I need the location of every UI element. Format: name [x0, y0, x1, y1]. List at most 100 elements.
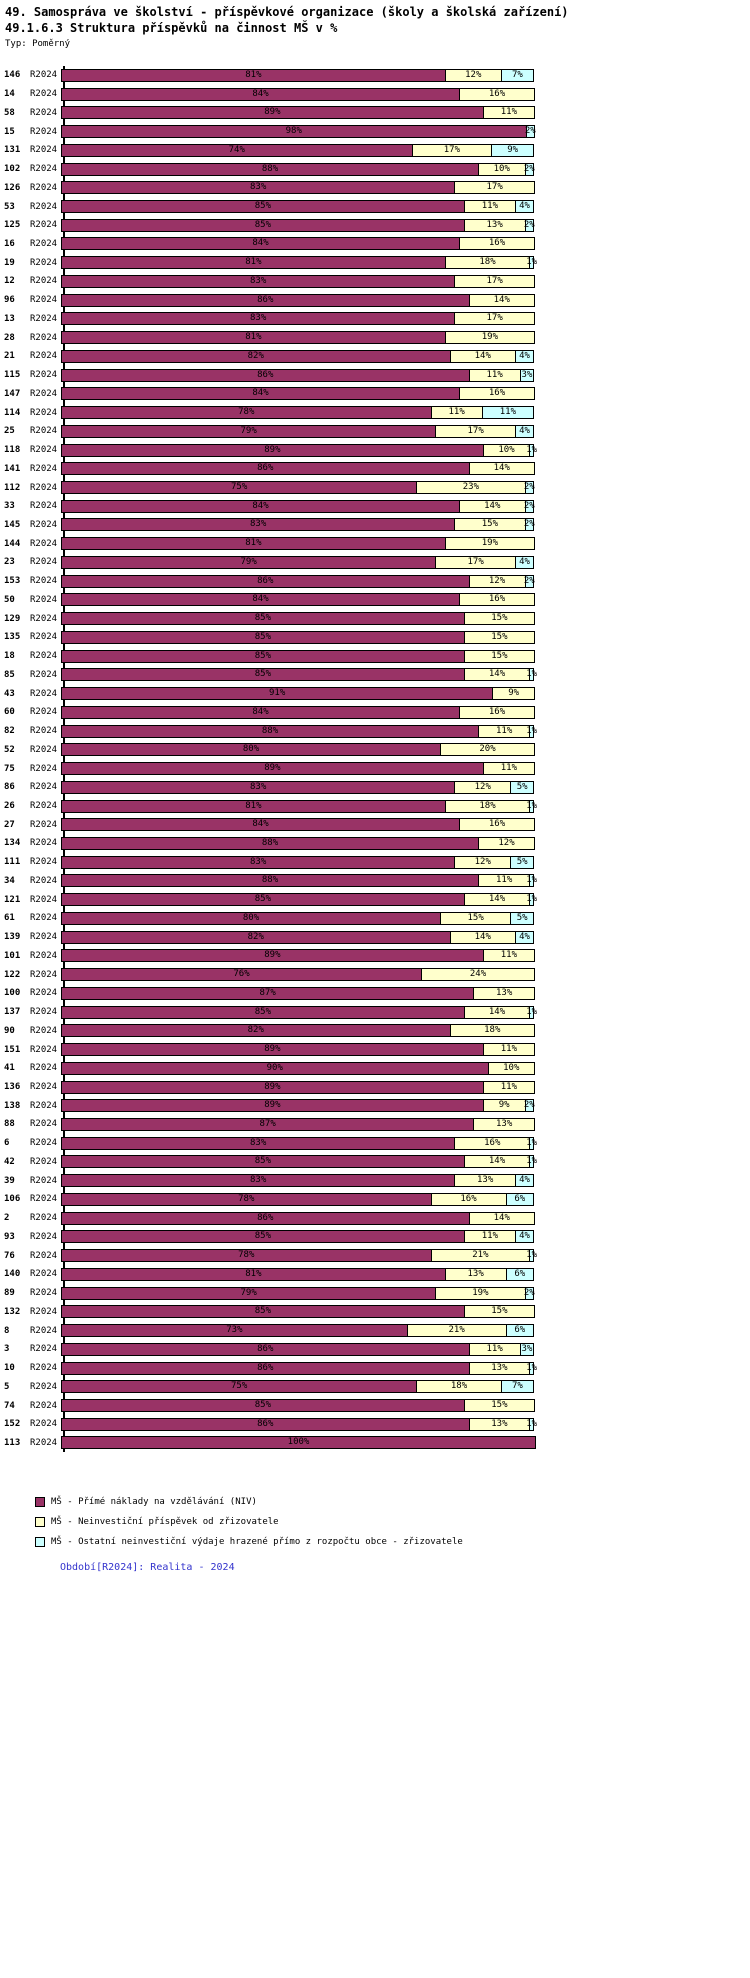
bar-value-label: 10%	[498, 444, 515, 455]
row-category-label: 3	[4, 1344, 10, 1355]
row-category-label: 23	[4, 557, 15, 568]
bar-value-label: 6%	[514, 1325, 526, 1336]
row-bar: 81% 19%	[61, 331, 535, 345]
chart-row: 101 R2024 89% 11%	[0, 947, 750, 966]
chart-row: 39 R2024 83% 13% 4%	[0, 1171, 750, 1190]
bar-value-label: 83%	[249, 781, 267, 792]
chart-row: 82 R2024 88% 11% 1%	[0, 722, 750, 741]
row-period-label: R2024	[30, 145, 58, 156]
row-bar: 75% 23% 2%	[61, 481, 535, 495]
row-category-label: 39	[4, 1175, 15, 1186]
bar-segment-s1: 78%	[61, 1249, 432, 1263]
chart-row: 21 R2024 82% 14% 4%	[0, 347, 750, 366]
bar-value-label: 15%	[491, 613, 508, 624]
bar-segment-s3: 1%	[526, 724, 537, 738]
row-category-label: 13	[4, 313, 15, 324]
bar-value-label: 17%	[486, 313, 503, 324]
bar-value-label: 89%	[264, 107, 281, 118]
row-period-label: R2024	[30, 164, 58, 175]
row-category-label: 53	[4, 201, 15, 212]
chart-row: 27 R2024 84% 16%	[0, 815, 750, 834]
chart-row: 126 R2024 83% 17%	[0, 178, 750, 197]
row-category-label: 136	[4, 1082, 21, 1093]
row-category-label: 19	[4, 257, 15, 268]
chart-row: 96 R2024 86% 14%	[0, 291, 750, 310]
row-category-label: 26	[4, 801, 15, 811]
bar-value-label: 5%	[516, 781, 528, 792]
row-category-label: 129	[4, 613, 21, 624]
row-period-label: R2024	[30, 1082, 58, 1093]
row-bar: 78% 11% 11%	[61, 406, 534, 420]
row-bar: 79% 17% 4%	[61, 424, 534, 438]
bar-segment-s2: 21%	[406, 1324, 507, 1338]
row-period-label: R2024	[30, 276, 58, 287]
bar-value-label: 10%	[493, 163, 510, 174]
bar-value-label: 76%	[233, 969, 250, 980]
chart-row: 93 R2024 85% 11% 4%	[0, 1228, 750, 1247]
row-category-label: 21	[4, 351, 15, 362]
bar-segment-s3: 1%	[526, 1155, 537, 1169]
bar-value-label: 4%	[519, 425, 530, 436]
legend-color-swatch	[35, 1537, 45, 1547]
row-period-label: R2024	[30, 801, 58, 811]
legend-label: MŠ - Přímé náklady na vzdělávání (NIV)	[51, 1497, 257, 1507]
bar-segment-s1: 91%	[61, 687, 494, 701]
bar-value-label: 84%	[252, 238, 269, 249]
bar-value-label: 18%	[484, 1025, 501, 1036]
bar-value-label: 78%	[238, 407, 255, 418]
bar-segment-s2: 19%	[444, 537, 535, 551]
bar-value-label: 9%	[508, 688, 520, 699]
row-category-label: 134	[4, 838, 21, 849]
row-category-label: 75	[4, 763, 15, 774]
row-period-label: R2024	[30, 182, 58, 193]
bar-value-label: 83%	[249, 1175, 267, 1186]
bar-segment-s1: 80%	[61, 743, 441, 757]
bar-segment-s3: 4%	[515, 1174, 534, 1188]
chart-row: 19 R2024 81% 18% 1%	[0, 253, 750, 272]
bar-value-label: 21%	[472, 1250, 489, 1261]
chart-row: 28 R2024 81% 19%	[0, 328, 750, 347]
bar-segment-s1: 84%	[61, 705, 460, 719]
legend-item-3: MŠ - Ostatní neinvestiční výdaje hrazené…	[35, 1532, 463, 1552]
period-footer: Období[R2024]: Realita - 2024	[60, 1562, 235, 1573]
row-period-label: R2024	[30, 1063, 58, 1074]
chart-row: 153 R2024 86% 12% 2%	[0, 572, 750, 591]
bar-value-label: 4%	[519, 931, 530, 942]
row-category-label: 147	[4, 388, 21, 399]
bar-value-label: 88%	[261, 875, 279, 886]
chart-row: 122 R2024 76% 24%	[0, 965, 750, 984]
row-category-label: 146	[4, 70, 21, 81]
bar-segment-s3: 5%	[510, 911, 534, 925]
bar-segment-s3: 4%	[515, 349, 534, 363]
row-bar: 84% 16%	[61, 237, 535, 251]
row-bar: 86% 13% 1%	[61, 1417, 538, 1431]
row-bar: 82% 18%	[61, 1024, 535, 1038]
bar-value-label: 13%	[486, 219, 503, 230]
chart-row: 147 R2024 84% 16%	[0, 384, 750, 403]
bar-value-label: 89%	[264, 763, 281, 774]
bar-segment-s1: 75%	[61, 1380, 418, 1394]
row-period-label: R2024	[30, 1025, 58, 1036]
bar-value-label: 75%	[230, 482, 248, 493]
bar-segment-s3: 2%	[524, 1099, 535, 1113]
row-bar: 84% 16%	[61, 87, 535, 101]
bar-segment-s1: 85%	[61, 1305, 465, 1319]
row-category-label: 60	[4, 707, 15, 718]
row-category-label: 131	[4, 145, 21, 156]
bar-segment-s2: 15%	[463, 1399, 535, 1412]
row-category-label: 16	[4, 238, 15, 249]
bar-segment-s2: 14%	[468, 462, 535, 476]
row-category-label: 82	[4, 726, 15, 737]
bar-value-label: 15%	[481, 519, 498, 530]
row-bar: 81% 18% 1%	[61, 799, 537, 813]
bar-segment-s2: 11%	[482, 1080, 535, 1094]
row-bar: 81% 12% 7%	[61, 68, 534, 82]
chart-row: 136 R2024 89% 11%	[0, 1078, 750, 1097]
row-bar: 87% 13%	[61, 1117, 535, 1131]
bar-value-label: 1%	[526, 1418, 538, 1429]
chart-row: 135 R2024 85% 15%	[0, 628, 750, 647]
bar-segment-s2: 10%	[478, 162, 526, 176]
bar-segment-s2: 13%	[454, 1174, 516, 1188]
bar-segment-s1: 78%	[61, 406, 432, 420]
bar-value-label: 23%	[462, 482, 479, 493]
